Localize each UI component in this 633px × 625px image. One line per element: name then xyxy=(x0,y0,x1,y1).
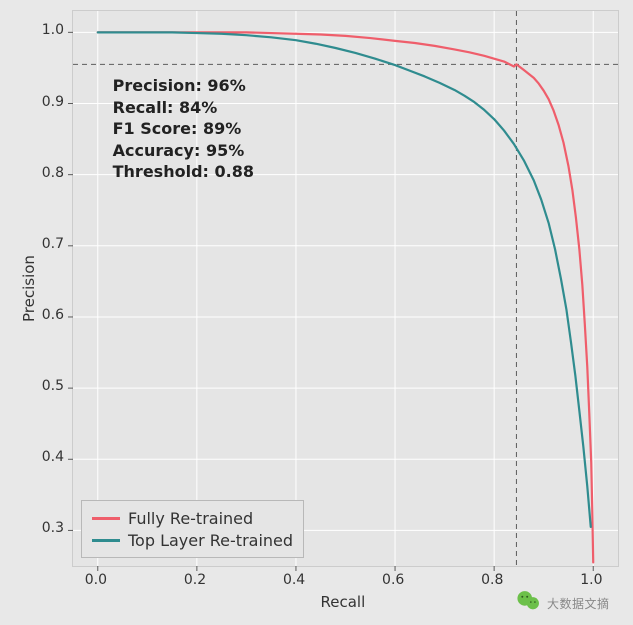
pr-chart-figure: Precision: 96%Recall: 84%F1 Score: 89%Ac… xyxy=(0,0,633,625)
ytick-label: 0.7 xyxy=(42,236,64,252)
ytick-label: 1.0 xyxy=(42,22,64,38)
xtick-label: 1.0 xyxy=(580,572,602,588)
xtick-label: 0.6 xyxy=(382,572,404,588)
watermark-text: 大数据文摘 xyxy=(547,595,610,612)
metric-line: Precision: 96% xyxy=(113,75,254,97)
xtick-label: 0.8 xyxy=(481,572,503,588)
legend-label: Fully Re-trained xyxy=(128,509,253,528)
ytick-label: 0.6 xyxy=(42,307,64,323)
legend-swatch xyxy=(92,517,120,520)
metric-line: F1 Score: 89% xyxy=(113,118,254,140)
xtick-label: 0.0 xyxy=(85,572,107,588)
legend: Fully Re-trained Top Layer Re-trained xyxy=(81,500,304,558)
wechat-icon xyxy=(515,587,541,613)
legend-item: Top Layer Re-trained xyxy=(92,529,293,551)
x-axis-label: Recall xyxy=(321,593,366,611)
plot-area: Precision: 96%Recall: 84%F1 Score: 89%Ac… xyxy=(72,10,619,567)
ytick-label: 0.8 xyxy=(42,165,64,181)
metric-line: Accuracy: 95% xyxy=(113,140,254,162)
ytick-label: 0.3 xyxy=(42,520,64,536)
metrics-annotation: Precision: 96%Recall: 84%F1 Score: 89%Ac… xyxy=(113,75,254,183)
ytick-label: 0.4 xyxy=(42,449,64,465)
legend-swatch xyxy=(92,539,120,542)
metric-line: Threshold: 0.88 xyxy=(113,161,254,183)
ytick-label: 0.9 xyxy=(42,94,64,110)
y-axis-label: Precision xyxy=(20,255,38,322)
xtick-label: 0.2 xyxy=(184,572,206,588)
xtick-label: 0.4 xyxy=(283,572,305,588)
legend-item: Fully Re-trained xyxy=(92,507,293,529)
ytick-label: 0.5 xyxy=(42,378,64,394)
legend-label: Top Layer Re-trained xyxy=(128,531,293,550)
metric-line: Recall: 84% xyxy=(113,97,254,119)
